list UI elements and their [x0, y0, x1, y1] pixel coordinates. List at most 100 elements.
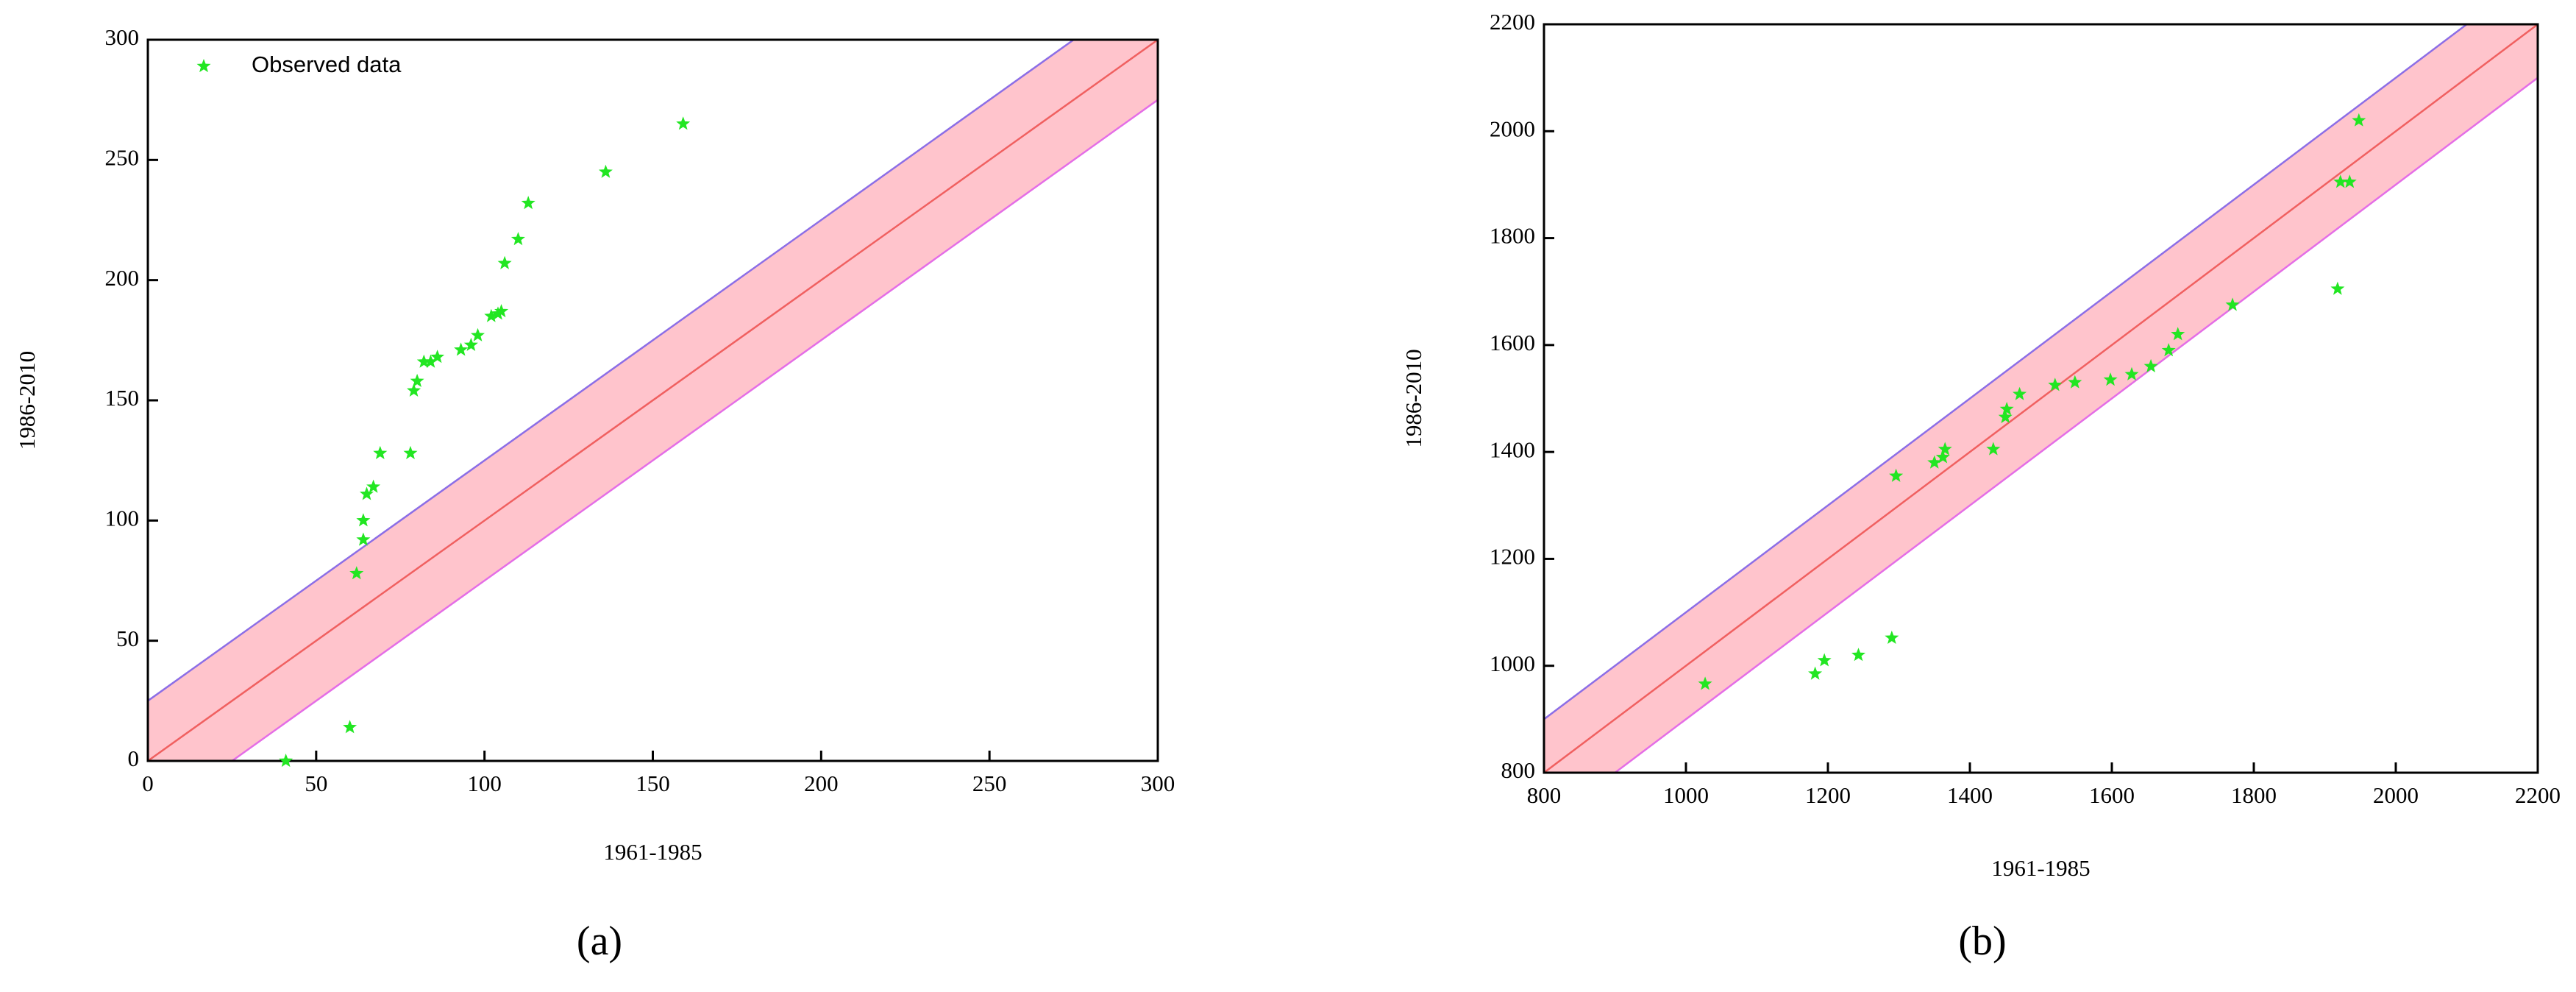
data-point — [407, 383, 421, 397]
reference-band — [148, 40, 1158, 761]
data-point — [1889, 468, 1904, 482]
data-point — [494, 304, 509, 318]
data-point — [1851, 648, 1865, 662]
data-point — [521, 196, 536, 210]
y-tick-label: 50 — [116, 626, 139, 651]
data-point — [2333, 174, 2348, 188]
y-tick-label: 800 — [1501, 757, 1536, 783]
data-point — [1817, 653, 1832, 667]
x-tick-label: 2000 — [2373, 782, 2419, 808]
legend-marker — [196, 59, 211, 73]
y-tick-label: 1400 — [1490, 436, 1535, 462]
x-tick-label: 1800 — [2231, 782, 2277, 808]
x-tick-label: 1400 — [1947, 782, 1993, 808]
caption: (a) — [577, 918, 622, 964]
data-point — [410, 373, 424, 387]
x-tick-label: 1600 — [2089, 782, 2135, 808]
x-tick-label: 1000 — [1663, 782, 1709, 808]
x-tick-label: 100 — [467, 770, 502, 796]
x-tick-label: 300 — [1141, 770, 1175, 796]
y-axis-label: 1986-2010 — [14, 351, 40, 450]
y-tick-label: 2200 — [1490, 9, 1535, 35]
data-point — [454, 342, 469, 356]
one-to-one-line — [148, 40, 1158, 761]
data-point — [2161, 343, 2176, 357]
data-point — [366, 479, 381, 493]
data-point — [484, 308, 499, 322]
data-point — [491, 306, 505, 320]
y-tick-label: 1600 — [1490, 330, 1535, 355]
data-point — [471, 327, 485, 341]
data-point — [373, 445, 388, 459]
data-point — [2124, 366, 2139, 380]
lower-line — [1613, 77, 2538, 773]
x-tick-label: 0 — [142, 770, 154, 796]
x-tick-label: 50 — [305, 770, 327, 796]
data-point — [1935, 450, 1950, 464]
y-tick-label: 1200 — [1490, 544, 1535, 570]
data-point — [1938, 442, 1952, 456]
data-point — [356, 513, 371, 527]
data-point — [2068, 375, 2082, 389]
y-tick-label: 100 — [105, 505, 140, 531]
y-tick-label: 200 — [105, 265, 140, 291]
data-point — [416, 354, 431, 368]
y-tick-label: 150 — [105, 385, 140, 411]
x-axis-label: 1961-1985 — [1991, 855, 2090, 881]
y-tick-label: 1800 — [1490, 223, 1535, 249]
y-tick-label: 0 — [128, 745, 140, 771]
data-point — [2103, 372, 2118, 386]
data-point — [676, 116, 691, 130]
reference-band — [1544, 24, 2538, 773]
y-tick-label: 2000 — [1490, 116, 1535, 141]
data-point — [1808, 666, 1823, 680]
caption: (b) — [1958, 918, 2006, 964]
y-tick-label: 1000 — [1490, 651, 1535, 676]
data-point — [279, 754, 293, 768]
x-axis-label: 1961-1985 — [603, 839, 702, 865]
data-point — [1698, 676, 1712, 690]
data-point — [463, 337, 478, 351]
y-tick-label: 300 — [105, 24, 140, 50]
data-point — [403, 445, 418, 459]
x-tick-label: 150 — [636, 770, 670, 796]
data-point — [1885, 630, 1899, 644]
band-area — [148, 40, 1158, 761]
x-tick-label: 1200 — [1805, 782, 1851, 808]
data-point — [1986, 442, 2001, 456]
data-point — [2143, 358, 2158, 372]
x-tick-label: 2200 — [2515, 782, 2561, 808]
data-point — [497, 255, 512, 269]
band-area — [1544, 24, 2538, 773]
data-point — [423, 354, 438, 368]
data-point — [1999, 402, 2014, 416]
x-tick-label: 200 — [804, 770, 839, 796]
data-point — [430, 350, 445, 364]
upper-line — [148, 40, 1075, 702]
data-point — [349, 566, 364, 580]
legend-label: Observed data — [252, 52, 402, 77]
data-point — [360, 486, 374, 500]
x-tick-label: 800 — [1527, 782, 1562, 808]
data-point — [343, 720, 357, 734]
data-point — [2352, 113, 2366, 127]
data-point — [2225, 297, 2240, 311]
x-tick-label: 250 — [972, 770, 1007, 796]
data-point — [1998, 409, 2013, 423]
y-tick-label: 250 — [105, 144, 140, 170]
data-point — [1927, 455, 1942, 469]
plot-frame — [1543, 23, 2539, 774]
data-point — [2013, 386, 2027, 400]
data-point — [598, 164, 613, 178]
data-point — [2048, 378, 2063, 392]
data-point — [356, 532, 371, 546]
data-point — [2342, 174, 2357, 188]
lower-line — [230, 99, 1158, 761]
data-point — [2330, 281, 2345, 295]
one-to-one-line — [1544, 24, 2538, 773]
data-point — [510, 232, 525, 246]
data-point — [2171, 327, 2185, 341]
y-axis-label: 1986-2010 — [1401, 349, 1426, 447]
upper-line — [1544, 24, 2469, 720]
